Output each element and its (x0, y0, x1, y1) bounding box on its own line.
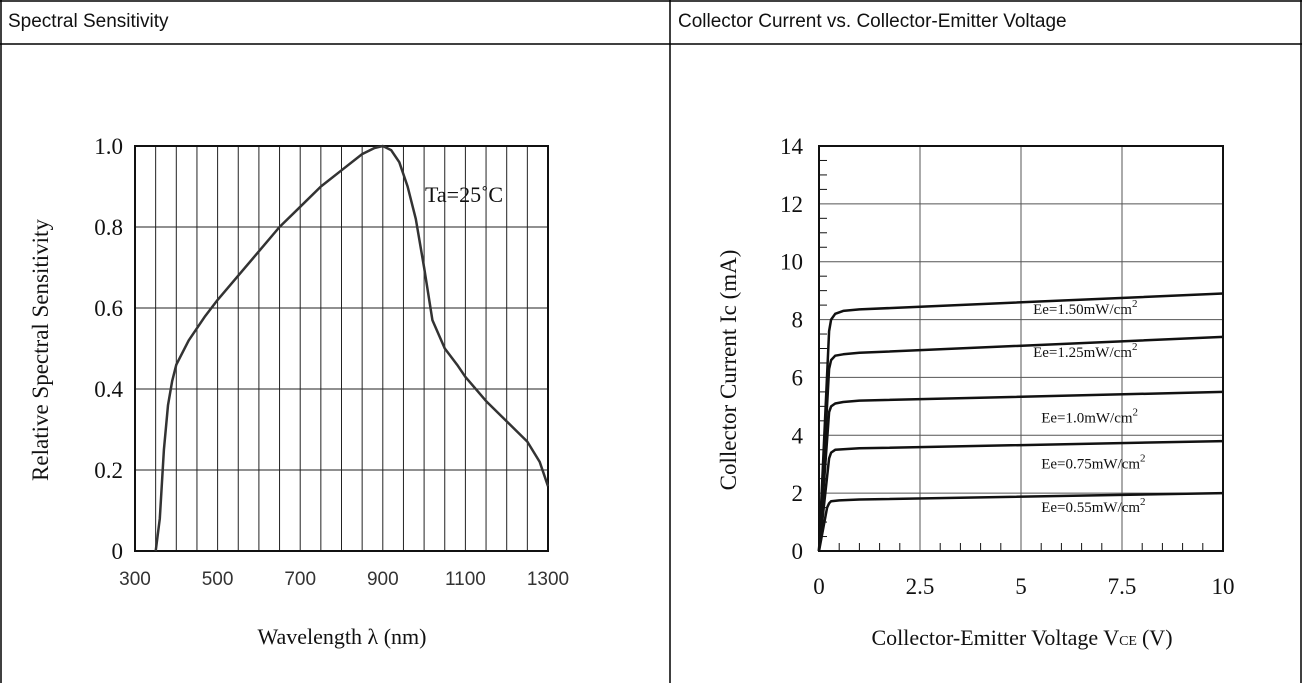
ic-y-tick-labels: 0 2 4 6 8 10 12 14 (780, 134, 804, 564)
ic-curve-label: Ee=0.55mW/cm2 (1041, 496, 1145, 516)
spectral-y-tick-label: 1.0 (94, 134, 123, 159)
ic-curve-label: Ee=1.50mW/cm2 (1033, 298, 1137, 318)
ic-curve-label: Ee=1.25mW/cm2 (1033, 341, 1137, 361)
spectral-y-tick-label: 0.6 (94, 296, 123, 321)
spectral-x-tick-label: 900 (367, 569, 399, 590)
spectral-y-tick-label: 0 (112, 539, 124, 564)
ic-grid (819, 146, 1223, 551)
ic-y-tick-label: 8 (792, 308, 804, 333)
ic-minor-ticks (819, 159, 1204, 551)
ic-curve-label: Ee=0.75mW/cm2 (1041, 453, 1145, 473)
ic-x-tick-label: 2.5 (906, 574, 935, 599)
ic-x-axis-label-main: Collector-Emitter Voltage V (871, 625, 1119, 650)
panel-title-spectral: Spectral Sensitivity (8, 11, 169, 32)
ic-x-axis-label: Collector-Emitter Voltage VCE (V) (871, 625, 1172, 650)
ic-x-tick-label: 0 (813, 574, 825, 599)
spectral-y-tick-label: 0.2 (94, 458, 123, 483)
ic-curve (817, 335, 1224, 552)
ic-curve (817, 292, 1224, 552)
spectral-y-tick-label: 0.8 (94, 215, 123, 240)
spectral-sensitivity-curve (154, 144, 550, 552)
ic-y-tick-label: 4 (792, 423, 804, 448)
ic-series (817, 292, 1224, 552)
spectral-x-tick-labels: 300 500 700 900 1100 1300 (119, 569, 569, 590)
spectral-series (154, 144, 550, 552)
ic-y-tick-label: 2 (792, 481, 804, 506)
ic-axes-box (818, 145, 1224, 552)
spectral-y-tick-labels: 0 0.2 0.4 0.6 0.8 1.0 (94, 134, 123, 564)
ic-y-axis-label: Collector Current Ic (mA) (716, 250, 741, 491)
ic-y-tick-label: 0 (792, 539, 804, 564)
ic-plot-frame (818, 145, 1224, 552)
spectral-x-tick-label: 1100 (445, 569, 486, 590)
ic-series-labels: Ee=1.50mW/cm2 Ee=1.25mW/cm2 Ee=1.0mW/cm2 Ee… (1033, 298, 1145, 516)
ic-curve-label: Ee=1.0mW/cm2 (1041, 406, 1138, 426)
ic-curve (817, 439, 1224, 552)
spectral-y-tick-label: 0.4 (94, 377, 123, 402)
spectral-x-tick-label: 700 (284, 569, 316, 590)
ic-x-tick-labels: 0 2.5 5 7.5 10 (813, 574, 1234, 599)
ic-x-tick-label: 10 (1212, 574, 1235, 599)
ic-x-tick-label: 7.5 (1108, 574, 1137, 599)
spectral-x-tick-label: 1300 (527, 569, 569, 590)
ic-y-tick-label: 14 (780, 134, 804, 159)
spectral-x-axis-label: Wavelength λ (nm) (258, 624, 427, 649)
ic-y-tick-label: 10 (780, 250, 803, 275)
panel-title-ic-vce: Collector Current vs. Collector-Emitter … (678, 11, 1067, 32)
ic-curve (817, 390, 1224, 552)
spectral-y-axis-label: Relative Spectral Sensitivity (28, 219, 53, 481)
ic-x-tick-label: 5 (1015, 574, 1027, 599)
ic-curve (817, 491, 1224, 552)
temperature-annotation: Ta=25˚C (425, 182, 503, 207)
ic-x-axis-label-subscript: CE (1119, 634, 1137, 649)
spectral-axes-box (134, 145, 549, 552)
ic-y-tick-label: 6 (792, 365, 804, 390)
spectral-plot-frame (134, 145, 549, 552)
spectral-x-tick-label: 300 (119, 569, 151, 590)
spectral-x-tick-label: 500 (202, 569, 234, 590)
ic-y-tick-label: 12 (780, 192, 803, 217)
ic-x-axis-label-unit: (V) (1142, 625, 1173, 650)
